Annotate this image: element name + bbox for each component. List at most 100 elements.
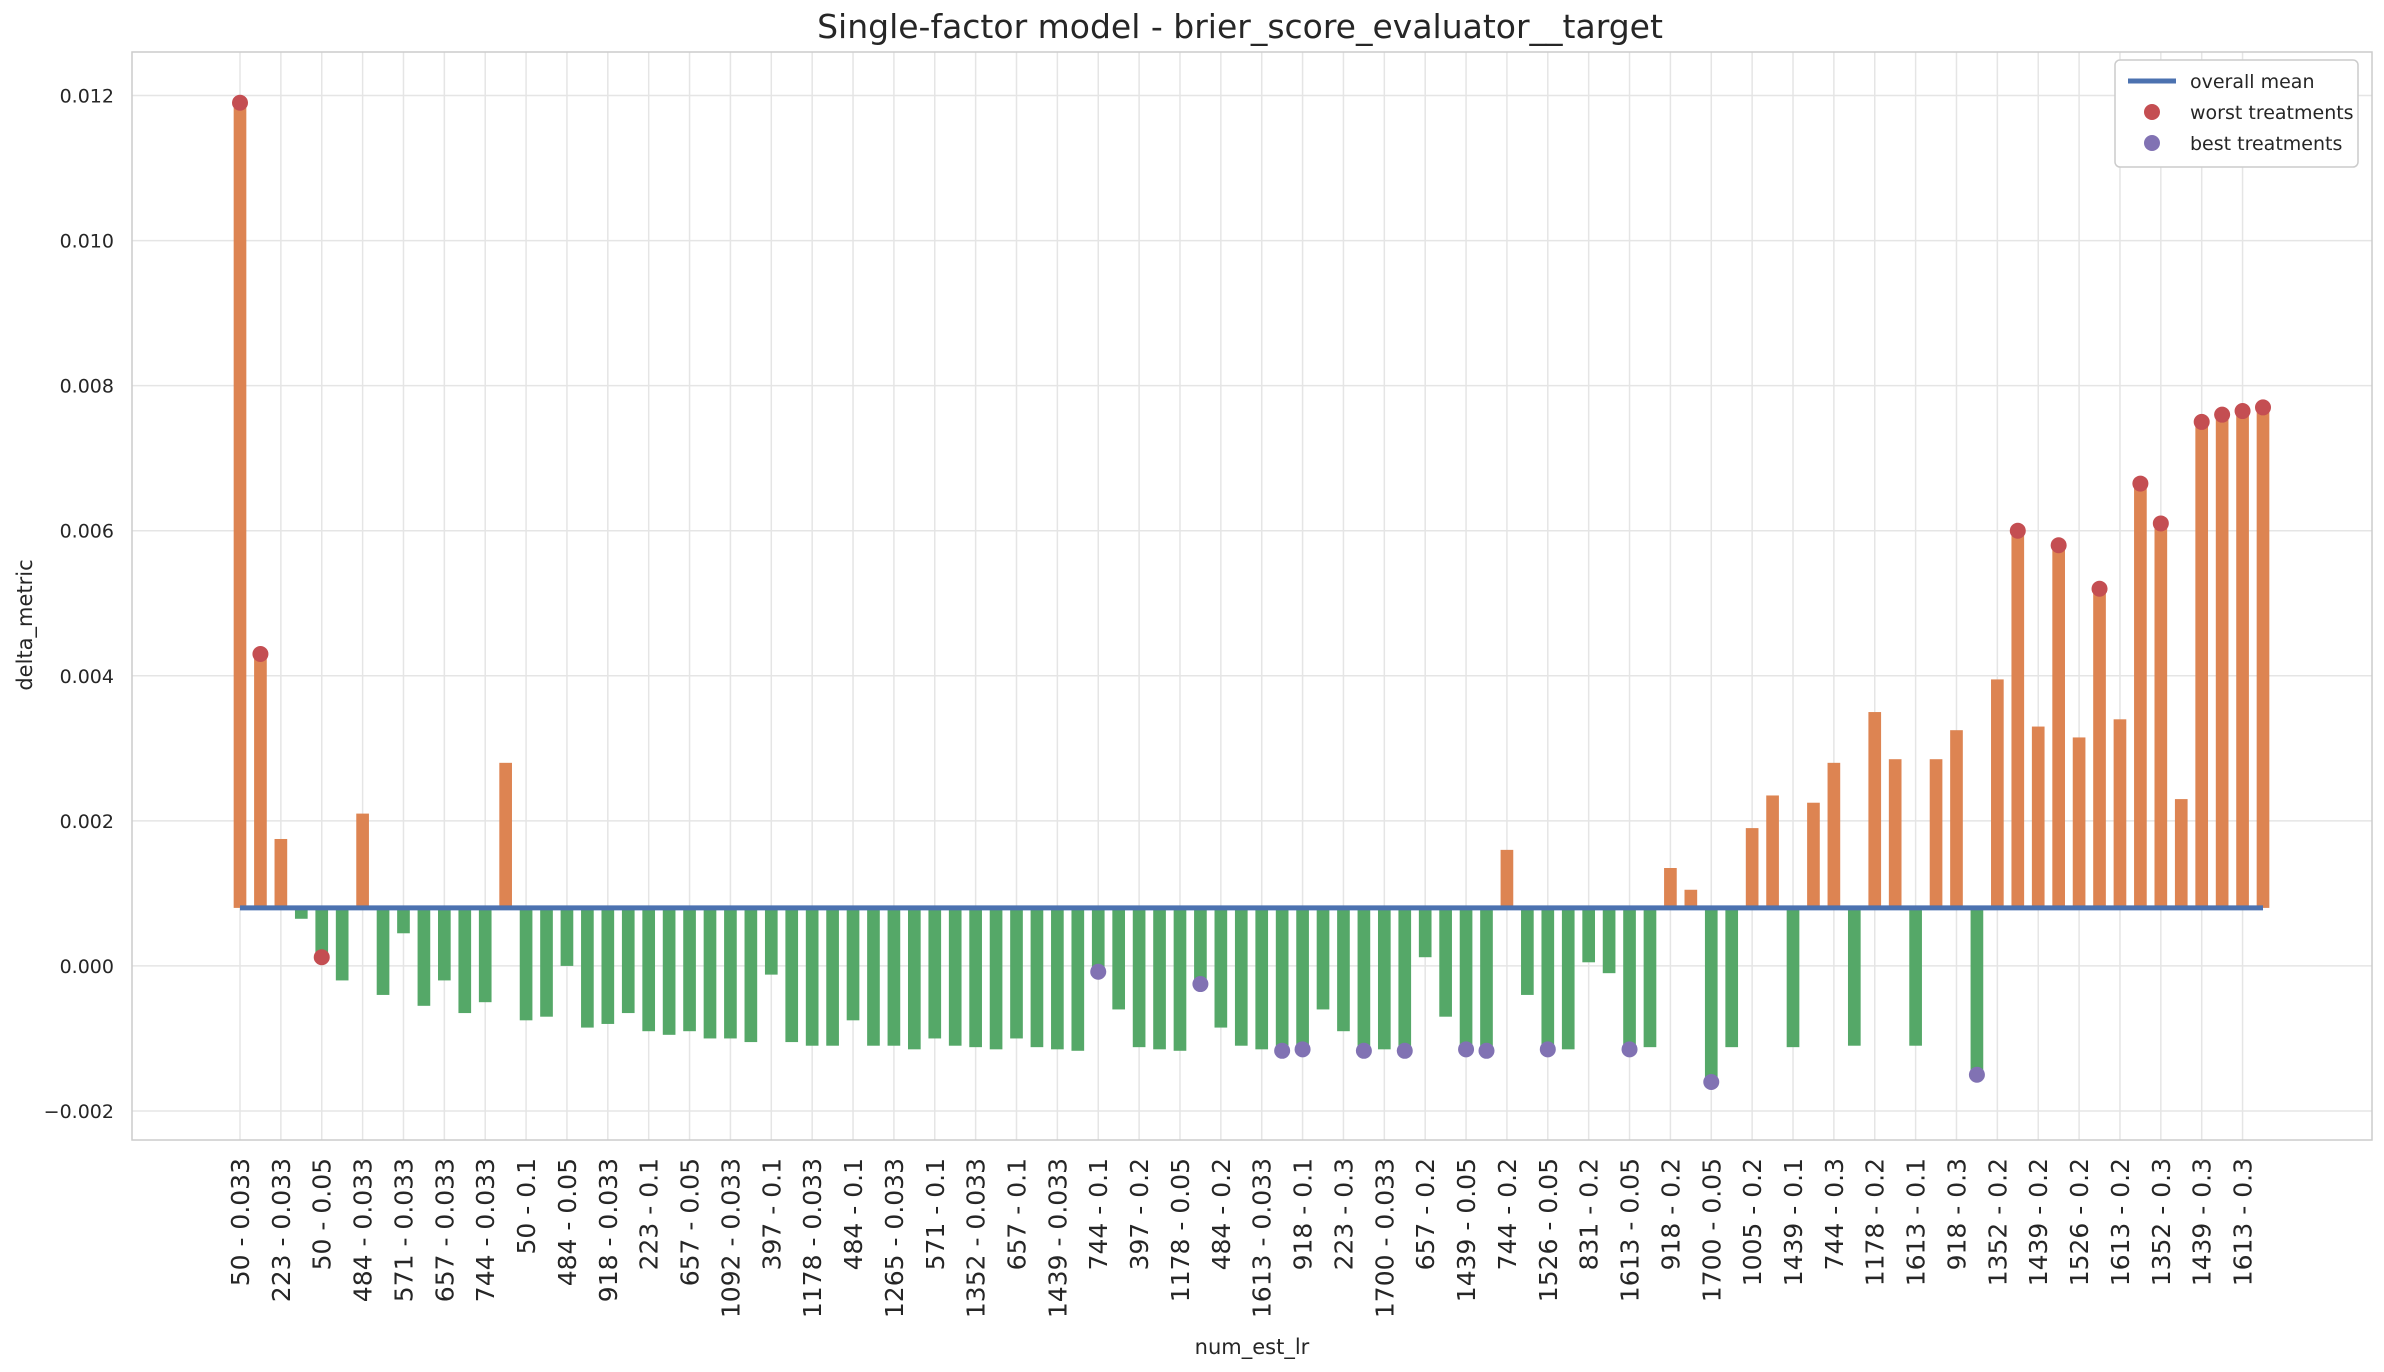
legend-best-swatch	[2144, 135, 2160, 151]
bar	[642, 907, 656, 1032]
bar	[1807, 802, 1820, 908]
bar	[621, 907, 635, 1014]
best-treatment-marker	[1968, 1066, 1985, 1083]
x-tick-label: 744 - 0.3	[1820, 1158, 1849, 1270]
bar	[1868, 712, 1882, 908]
bar	[1132, 907, 1146, 1048]
x-tick-label: 1439 - 0.2	[2024, 1158, 2053, 1286]
x-tick-label: 1439 - 0.033	[1043, 1158, 1072, 1318]
bar	[560, 907, 574, 966]
bar	[1071, 907, 1085, 1051]
bar	[581, 907, 594, 1028]
worst-treatment-marker	[313, 949, 330, 966]
x-tick-label: 657 - 0.2	[1411, 1158, 1440, 1270]
bar	[826, 907, 839, 1046]
bar	[1950, 730, 1963, 908]
bar	[989, 907, 1003, 1050]
chart-title: Single-factor model - brier_score_evalua…	[817, 7, 1663, 46]
x-tick-label: 744 - 0.2	[1493, 1158, 1522, 1270]
bar	[1418, 907, 1432, 958]
bar	[499, 762, 512, 908]
x-tick-label: 657 - 0.033	[430, 1158, 459, 1302]
x-tick-label: 1352 - 0.033	[962, 1158, 991, 1318]
bars-layer	[233, 102, 2270, 1082]
y-tick-label: 0.008	[60, 376, 114, 398]
bar	[1786, 907, 1800, 1048]
best-treatment-marker	[1090, 963, 1107, 980]
x-tick-label: 397 - 0.2	[1125, 1158, 1154, 1270]
bar	[1051, 907, 1064, 1050]
bar	[1725, 907, 1739, 1048]
bar	[397, 907, 410, 934]
bar	[867, 907, 880, 1046]
bar	[2072, 737, 2086, 908]
bar	[2011, 530, 2025, 908]
bar	[1929, 759, 1943, 908]
worst-treatment-marker	[2132, 475, 2149, 492]
bar	[1827, 762, 1841, 908]
bar	[1991, 679, 2004, 908]
x-tick-label: 1613 - 0.1	[1902, 1158, 1931, 1286]
x-axis-label: num_est_lr	[1195, 1335, 1310, 1360]
bar	[1684, 889, 1698, 908]
bar	[2093, 588, 2106, 908]
best-treatment-marker	[1539, 1041, 1556, 1058]
bar	[519, 907, 533, 1021]
bar	[1521, 907, 1534, 995]
legend: overall mean worst treatments best treat…	[2114, 59, 2359, 168]
x-tick-label: 223 - 0.1	[635, 1158, 664, 1270]
x-tick-label: 1700 - 0.033	[1370, 1158, 1399, 1318]
y-tick-label: 0.000	[60, 956, 114, 978]
bar	[1010, 907, 1023, 1039]
x-tick-label: 484 - 0.1	[839, 1158, 868, 1270]
x-tick-label: 1265 - 0.033	[880, 1158, 909, 1318]
bar	[2195, 421, 2209, 908]
markers-layer	[232, 94, 2271, 1090]
x-tick-label: 1613 - 0.2	[2106, 1158, 2135, 1286]
x-tick-label: 1178 - 0.2	[1861, 1158, 1890, 1286]
best-treatment-marker	[1703, 1073, 1720, 1090]
x-tick-label: 1092 - 0.033	[716, 1158, 745, 1318]
bar	[2031, 726, 2045, 908]
bar	[417, 907, 431, 1006]
bar	[2236, 411, 2249, 908]
x-tick-label: 397 - 0.1	[757, 1158, 786, 1270]
y-tick-label: 0.002	[60, 811, 114, 833]
best-treatment-marker	[1274, 1042, 1291, 1059]
x-tick-label: 657 - 0.05	[676, 1158, 705, 1286]
bar	[540, 907, 553, 1017]
bar	[1234, 907, 1248, 1046]
x-tick-label: 1352 - 0.2	[1983, 1158, 2012, 1286]
worst-treatment-marker	[2050, 537, 2067, 554]
x-tick-label: 1700 - 0.05	[1697, 1158, 1726, 1302]
plot-area-frame	[131, 51, 2373, 1141]
bar	[1316, 907, 1330, 1010]
x-tick-label: 1439 - 0.05	[1452, 1158, 1481, 1302]
x-tick-label: 1526 - 0.05	[1534, 1158, 1563, 1302]
bar	[724, 907, 737, 1039]
y-axis-label: delta_metric	[13, 559, 38, 690]
bar	[1766, 795, 1779, 908]
worst-treatment-marker	[2009, 522, 2026, 539]
bar	[1847, 907, 1861, 1046]
bar	[356, 813, 369, 908]
x-tick-label: 484 - 0.05	[553, 1158, 582, 1286]
bar	[928, 907, 942, 1039]
bar	[2215, 414, 2229, 908]
bar	[764, 907, 778, 975]
bar	[1255, 907, 1269, 1050]
y-axis-ticks: −0.002 0.000 0.002 0.004 0.006 0.008 0.010 0.01…	[44, 86, 114, 1123]
bar	[2052, 545, 2065, 908]
bar	[1582, 907, 1596, 963]
x-tick-label: 1178 - 0.033	[798, 1158, 827, 1318]
worst-treatment-marker	[252, 646, 269, 663]
bar	[1153, 907, 1166, 1050]
bar	[805, 907, 819, 1046]
bar	[1357, 907, 1371, 1051]
best-treatment-marker	[1396, 1042, 1413, 1059]
x-tick-label: 1613 - 0.05	[1616, 1158, 1645, 1302]
y-tick-label: 0.012	[60, 86, 114, 108]
y-tick-label: 0.010	[60, 231, 114, 253]
